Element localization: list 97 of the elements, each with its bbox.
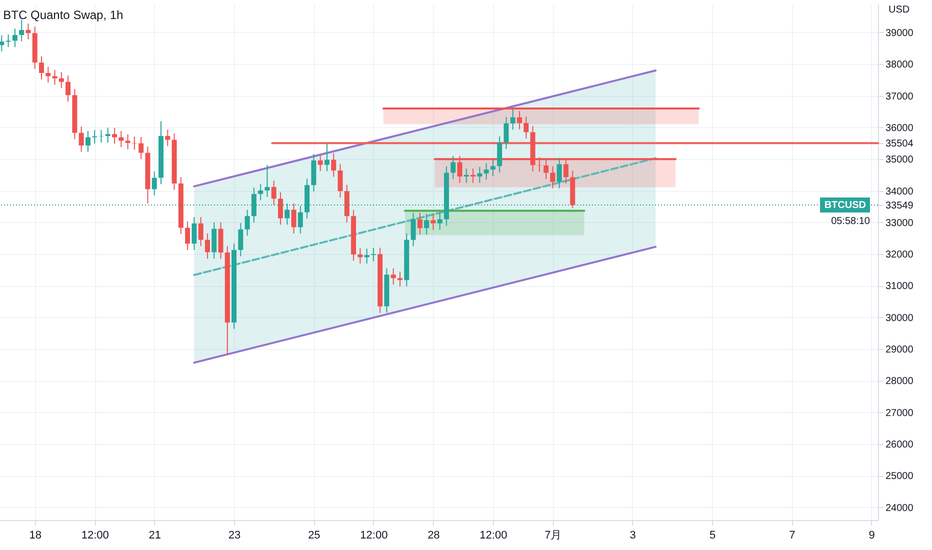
candlestick <box>38 56 44 80</box>
candlestick <box>192 216 197 250</box>
y-tick-label: 27000 <box>886 408 914 419</box>
candlestick <box>85 130 90 152</box>
y-axis-title: USD <box>888 4 910 16</box>
candlestick <box>490 159 496 176</box>
y-tick-label: 33000 <box>886 218 914 229</box>
candlestick <box>185 220 190 250</box>
y-tick-label: 28000 <box>886 376 914 388</box>
candlestick <box>132 136 137 150</box>
candlestick <box>331 152 336 178</box>
y-tick-label: 37000 <box>886 91 914 102</box>
x-tick-label: 25 <box>308 530 320 542</box>
candlestick <box>125 134 130 150</box>
candlestick <box>0 34 4 52</box>
x-tick-label: 7 <box>789 530 796 542</box>
y-tick-label: 39000 <box>886 28 914 39</box>
candlestick <box>397 271 402 287</box>
candlestick <box>98 129 104 144</box>
candlestick <box>258 184 264 201</box>
y-tick-label: 26000 <box>886 440 914 451</box>
candlestick <box>165 129 170 147</box>
candlestick <box>364 248 370 264</box>
candlestick <box>26 23 31 40</box>
candlestick <box>556 157 562 189</box>
candlestick <box>118 130 124 148</box>
candlestick <box>6 34 11 48</box>
y-tick-label: 25000 <box>886 471 914 482</box>
y-tick-label: 31000 <box>886 281 914 292</box>
candlestick <box>19 19 24 42</box>
y-tick-label: 38000 <box>886 60 914 71</box>
candlestick <box>484 162 489 180</box>
candlestick <box>430 213 436 230</box>
candlestick <box>358 248 363 264</box>
candlestick <box>52 69 58 86</box>
candlestick <box>464 168 469 184</box>
y-tick-label: 24000 <box>886 502 914 514</box>
annotation: 05:58:10 <box>831 216 870 228</box>
candlestick <box>238 222 244 257</box>
candlestick <box>291 202 296 234</box>
candlestick <box>437 212 442 230</box>
y-tick-label: 29000 <box>886 344 914 356</box>
candlestick <box>510 108 516 130</box>
candlestick <box>264 164 270 198</box>
candlestick <box>338 164 343 198</box>
ref-line-label: BTCUSD <box>824 200 866 212</box>
candlestick <box>318 154 323 172</box>
x-tick-label: 12:00 <box>360 530 388 542</box>
candlestick <box>271 180 276 206</box>
candlestick <box>298 205 303 234</box>
y-tick-label: 30000 <box>886 312 914 324</box>
candlestick <box>112 127 118 144</box>
x-tick-label: 12:00 <box>480 530 508 542</box>
x-tick-label: 28 <box>428 530 440 542</box>
y-tick-label: 35000 <box>886 154 914 166</box>
candlestick <box>278 192 283 226</box>
candlestick <box>524 116 529 140</box>
candlestick <box>138 136 144 160</box>
candlestick <box>410 212 416 247</box>
y-tick-label: 32000 <box>886 250 914 261</box>
candlestick <box>390 268 396 285</box>
candlestick <box>78 126 84 152</box>
x-tick-label: 23 <box>228 530 241 542</box>
x-tick-label: 5 <box>709 530 716 542</box>
candlestick <box>218 222 224 260</box>
x-tick-label: 18 <box>29 530 42 542</box>
y-tick-label: 33549 <box>886 200 914 212</box>
x-tick-label: 7月 <box>544 530 562 542</box>
candlestick <box>497 136 502 173</box>
candlestick <box>370 247 376 262</box>
candlestick <box>550 166 556 189</box>
candlestick <box>58 72 64 89</box>
candlestick <box>92 129 98 144</box>
candlestick <box>198 216 204 247</box>
candlestick <box>324 143 330 172</box>
candlestick <box>424 213 430 235</box>
candlestick <box>12 28 18 48</box>
x-tick-label: 12:00 <box>81 530 109 542</box>
y-tick-label: 35504 <box>886 138 914 150</box>
candlestick <box>470 168 476 184</box>
candlestick <box>105 127 110 144</box>
y-tick-label: 36000 <box>886 122 914 134</box>
candlestick <box>244 209 250 236</box>
chart-title: BTC Quanto Swap, 1h <box>3 8 124 22</box>
candlestick <box>417 212 422 235</box>
candlestick <box>46 66 51 84</box>
y-tick-label: 34000 <box>886 186 914 198</box>
candlestick <box>477 166 482 184</box>
candlestick <box>152 170 157 196</box>
candlestick <box>66 75 71 102</box>
candlestick <box>212 222 217 260</box>
candlestick <box>504 116 509 150</box>
x-tick-label: 21 <box>148 530 161 542</box>
x-tick-label: 9 <box>868 530 875 542</box>
candlestick <box>450 155 456 180</box>
x-tick-label: 3 <box>630 530 636 542</box>
candlestick <box>204 233 210 260</box>
